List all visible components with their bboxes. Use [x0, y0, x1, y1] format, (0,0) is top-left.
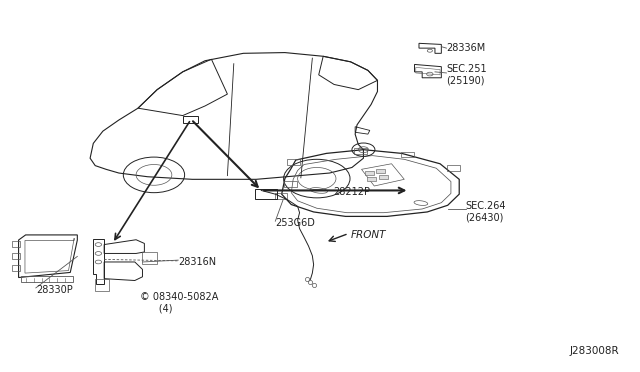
Text: J283008R: J283008R — [569, 346, 619, 356]
Text: 253G6D: 253G6D — [275, 218, 315, 228]
Text: FRONT: FRONT — [351, 230, 386, 240]
FancyBboxPatch shape — [379, 174, 388, 179]
Text: 28316N: 28316N — [178, 257, 216, 267]
Text: SEC.251
(25190): SEC.251 (25190) — [447, 64, 487, 86]
FancyBboxPatch shape — [376, 169, 385, 173]
Text: SEC.264
(26430): SEC.264 (26430) — [466, 201, 506, 223]
Text: © 08340-5082A
      (4): © 08340-5082A (4) — [140, 292, 218, 314]
Text: 28212P: 28212P — [333, 187, 370, 196]
Text: 28336M: 28336M — [447, 43, 486, 53]
FancyBboxPatch shape — [365, 171, 374, 175]
FancyBboxPatch shape — [367, 177, 376, 181]
Text: 28330P: 28330P — [36, 285, 72, 295]
